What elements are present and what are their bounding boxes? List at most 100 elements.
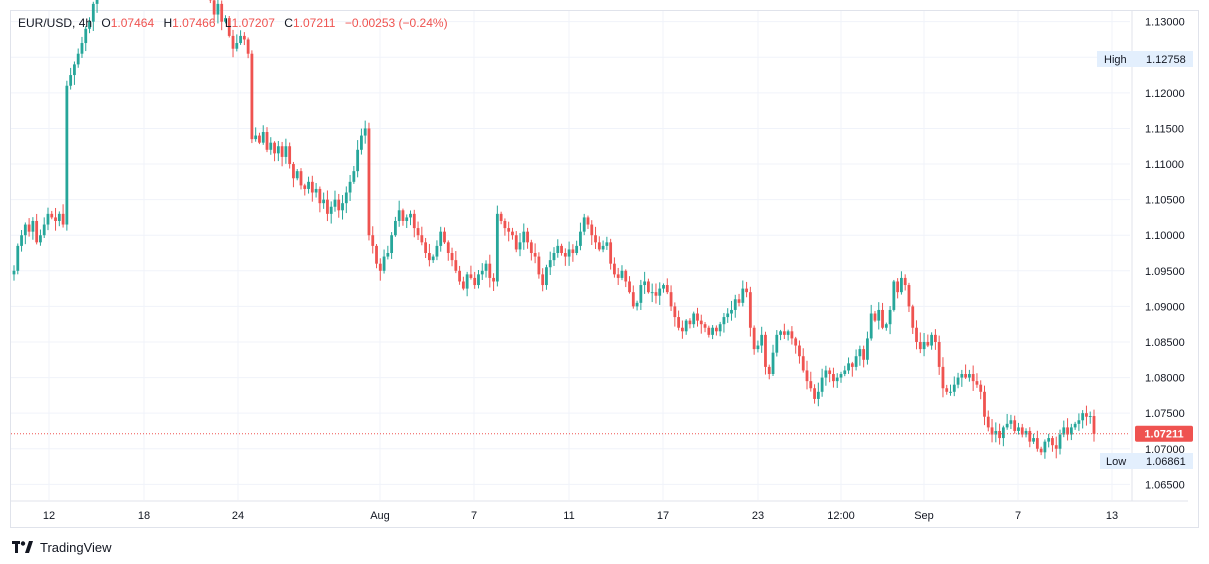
legend-high-value: 1.07466 (172, 16, 216, 30)
candle-body (1024, 430, 1028, 435)
high-badge-value: 1.12758 (1146, 54, 1186, 66)
candle-body (903, 277, 907, 286)
y-tick-label: 1.08000 (1145, 373, 1185, 385)
candle-body (443, 231, 446, 243)
candle-body (915, 327, 918, 342)
candle-body (1020, 427, 1024, 435)
candle-body (983, 391, 986, 417)
candlestick-chart[interactable]: 1.130001.125001.120001.115001.110001.105… (0, 0, 1209, 530)
candle-body (805, 370, 809, 382)
candle-body (594, 235, 597, 243)
x-tick-label: 18 (138, 510, 150, 522)
x-tick-label: 23 (752, 510, 764, 522)
candle-body (1054, 445, 1058, 449)
candle-body (726, 313, 730, 318)
candle-body (492, 277, 495, 282)
candle-body (326, 199, 329, 214)
candle-body (1009, 420, 1013, 424)
candle-body (730, 309, 733, 314)
candle-body (760, 334, 764, 346)
candle-body (54, 217, 57, 221)
y-tick-label: 1.08500 (1145, 337, 1185, 349)
candle-body (401, 210, 405, 221)
high-badge (1097, 51, 1193, 67)
legend-symbol: EUR/USD (18, 16, 73, 30)
last-price-badge (1135, 425, 1193, 442)
candle-body (284, 146, 288, 157)
candle-body (794, 338, 798, 346)
candle-body (941, 366, 945, 389)
low-badge (1100, 453, 1193, 469)
y-tick-label: 1.07500 (1145, 408, 1185, 420)
candle-body (12, 270, 16, 275)
y-tick-label: 1.10000 (1145, 230, 1185, 242)
candle-body (261, 132, 265, 143)
candle-body (911, 306, 915, 328)
candle-body (684, 320, 688, 332)
candle-body (699, 320, 703, 325)
chart-frame (10, 10, 1199, 528)
candle-body (250, 53, 254, 140)
candle-body (227, 18, 231, 36)
candle-body (46, 213, 50, 225)
candle-body (529, 242, 533, 254)
candle-body (352, 171, 356, 182)
candle-body (975, 381, 979, 385)
candle-body (764, 334, 767, 367)
y-tick-label: 1.06500 (1145, 479, 1185, 491)
x-tick-label: 7 (471, 510, 477, 522)
candle-body (337, 199, 341, 211)
candle-body (956, 377, 960, 385)
candle-body (613, 263, 616, 275)
candle-body (1043, 441, 1047, 453)
candle-body (745, 288, 748, 293)
candle-body (299, 171, 303, 186)
y-tick-label: 1.12000 (1145, 88, 1185, 100)
candle-body (409, 213, 412, 218)
y-tick-label: 1.13000 (1145, 17, 1185, 29)
candle-body (779, 331, 782, 335)
candle-body (27, 224, 31, 232)
candle-body (295, 171, 299, 179)
candle-body (461, 281, 465, 289)
candle-body (242, 35, 246, 40)
candle-body (680, 327, 684, 332)
candle-body (495, 213, 499, 282)
candle-body (926, 341, 930, 346)
legend-change-pct: (−0.24%) (398, 16, 448, 30)
candle-body (239, 35, 242, 44)
legend-low-value: 1.07207 (231, 16, 275, 30)
candle-body (416, 228, 420, 236)
candle-body (212, 0, 216, 15)
candle-body (393, 220, 397, 236)
candle-body (95, 0, 99, 4)
candle-body (866, 338, 869, 360)
candle-body (473, 277, 477, 286)
candle-body (61, 213, 65, 225)
candle-body (552, 253, 556, 261)
candle-body (930, 334, 934, 346)
legend-high-label: H (163, 16, 173, 30)
candle-body (862, 349, 866, 360)
candle-body (662, 285, 665, 289)
candle-body (310, 181, 314, 193)
candle-body (639, 285, 643, 303)
candle-body (843, 370, 847, 375)
candle-body (892, 281, 896, 310)
candle-body (888, 309, 892, 325)
candle-body (220, 3, 224, 22)
legend-close-value: 1.07211 (292, 16, 336, 30)
candle-body (511, 231, 514, 236)
candle-body (386, 253, 390, 257)
candle-body (477, 274, 480, 286)
candle-body (80, 43, 84, 54)
candle-body (949, 391, 952, 393)
candle-body (1051, 438, 1054, 446)
candle-body (798, 345, 801, 357)
branding[interactable]: TradingView (12, 538, 112, 556)
candle-body (503, 220, 507, 229)
candle-body (609, 242, 613, 264)
candle-body (397, 210, 401, 221)
candle-body (707, 327, 711, 335)
candle-body (971, 374, 975, 382)
